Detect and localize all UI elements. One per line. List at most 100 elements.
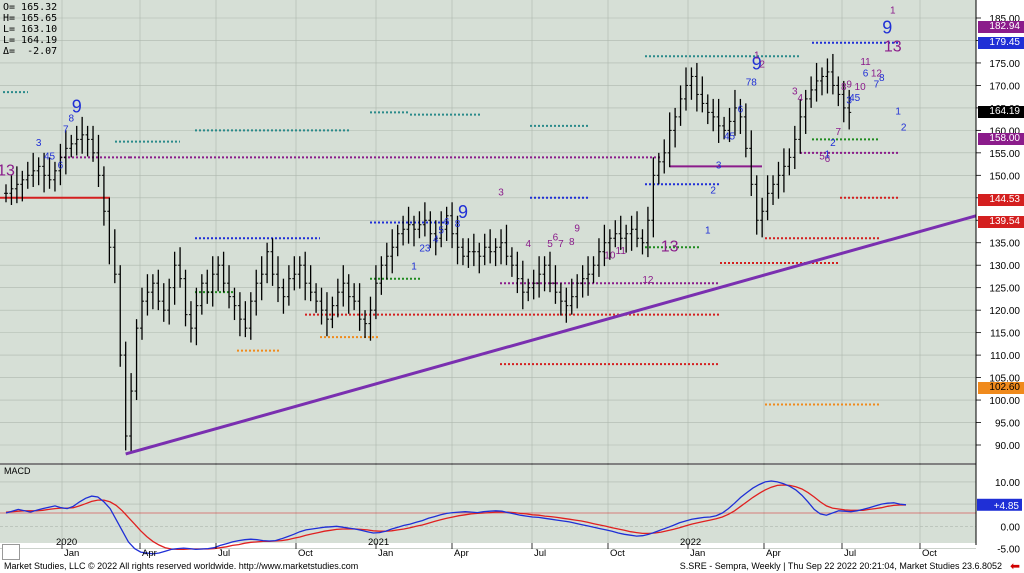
ohlc-readout: O= 165.32 H= 165.65 L= 163.10 L= 164.19 Δ= -… bbox=[3, 2, 57, 57]
sequential-count: 13 bbox=[661, 239, 679, 256]
sequential-count: 45 bbox=[724, 131, 736, 142]
x-tick-label: Apr bbox=[766, 548, 781, 559]
sequential-count: 11 bbox=[860, 57, 871, 68]
grid-lines bbox=[0, 0, 976, 543]
sequential-count: 3 bbox=[792, 86, 798, 97]
sequential-count: 8 bbox=[879, 73, 885, 84]
ohlc-last: L= 164.19 bbox=[3, 35, 58, 46]
sequential-count: 13 bbox=[884, 39, 902, 56]
y-tick-label: 125.00 bbox=[989, 284, 1020, 295]
sequential-count: 3 bbox=[36, 138, 42, 149]
y-tick-label: 135.00 bbox=[989, 239, 1020, 250]
x-tick-label: Jan bbox=[690, 548, 705, 559]
sequential-count: 9 bbox=[846, 80, 852, 91]
sequential-count: 12 bbox=[642, 275, 654, 286]
price-tag: 182.94 bbox=[978, 21, 1024, 34]
macd-value-text: +4.85 bbox=[994, 501, 1020, 512]
x-tick-label: Oct bbox=[298, 548, 313, 559]
macd-signal-line bbox=[5, 484, 906, 551]
sequential-count: 9 bbox=[72, 96, 82, 116]
sequential-count: 5 bbox=[819, 152, 825, 163]
y-tick-label: 115.00 bbox=[990, 329, 1020, 340]
macd-tick-label: 10.00 bbox=[995, 478, 1020, 489]
main-pane-bg bbox=[0, 0, 976, 463]
y-tick-label: 100.00 bbox=[989, 396, 1020, 407]
y-tick-label: 95.00 bbox=[995, 419, 1020, 430]
sequential-count: 3 bbox=[498, 188, 504, 199]
y-tick-label: 155.00 bbox=[989, 149, 1020, 160]
sequential-count: 7 bbox=[874, 80, 880, 91]
sequential-count: 1 bbox=[754, 50, 760, 61]
ohlc-delta: Δ= -2.07 bbox=[3, 46, 58, 57]
x-tick-label: Apr bbox=[454, 548, 469, 559]
price-tag: 139.54 bbox=[978, 216, 1024, 229]
ohlc-high: H= 165.65 bbox=[3, 13, 58, 24]
x-year-label: 2022 bbox=[680, 537, 701, 548]
axis-bg bbox=[976, 0, 1024, 545]
sequential-count: 1 bbox=[825, 149, 831, 160]
price-tag: 164.19 bbox=[978, 105, 1024, 118]
price-tag: 102.60 bbox=[978, 382, 1024, 395]
sequential-count: 9 bbox=[458, 202, 468, 222]
x-tick-label: Jul bbox=[844, 548, 856, 559]
sequential-count: 6 bbox=[738, 104, 744, 115]
sequential-count: 45 bbox=[44, 152, 56, 163]
sequential-count: 7 bbox=[836, 127, 842, 138]
sequential-count: 7 bbox=[63, 125, 69, 136]
sequential-count: 6 bbox=[444, 217, 450, 228]
sequential-count: 12 bbox=[871, 68, 883, 79]
sequential-count: 4 bbox=[433, 235, 439, 246]
macd-tick-label: -5.00 bbox=[997, 545, 1020, 556]
price-tag: 158.00 bbox=[978, 133, 1024, 146]
ohlc-low: L= 163.10 bbox=[3, 24, 58, 35]
x-tick-label: Jul bbox=[218, 548, 230, 559]
sequential-count: 2 bbox=[710, 185, 716, 196]
sequential-count: 78 bbox=[746, 77, 758, 88]
macd-tick-label: 0.00 bbox=[1001, 522, 1021, 533]
sequential-count: 4 bbox=[525, 239, 531, 250]
scroll-left-arrow-icon[interactable]: ⬅ bbox=[1009, 559, 1020, 573]
tdst-levels bbox=[0, 41, 900, 406]
sequential-count: 8 bbox=[68, 113, 74, 124]
x-year-label: 2021 bbox=[368, 537, 389, 548]
x-tick-label: Apr bbox=[142, 548, 157, 559]
price-tag: 144.53 bbox=[978, 193, 1024, 206]
macd-indicator: 10.005.000.00-5.00+4.85 bbox=[0, 478, 1022, 556]
y-tick-label: 150.00 bbox=[989, 171, 1020, 182]
sequential-count: 23 bbox=[419, 244, 431, 255]
x-year-label: 2020 bbox=[56, 537, 77, 548]
macd-value-tag bbox=[977, 498, 1022, 511]
macd-line bbox=[5, 480, 907, 555]
sequential-count: 1 bbox=[890, 6, 896, 17]
sequential-count: 9 bbox=[752, 54, 762, 74]
copyright-footer: Market Studies, LLC © 2022 All rights re… bbox=[4, 561, 359, 571]
sequential-count: 8 bbox=[455, 219, 461, 230]
y-tick-label: 120.00 bbox=[989, 306, 1020, 317]
y-tick-label: 110.00 bbox=[990, 351, 1020, 362]
sequential-count: 3 bbox=[846, 95, 852, 106]
time-axis-bg bbox=[0, 543, 976, 560]
sequential-count: 5 bbox=[547, 239, 553, 250]
symbol-info-footer: S.SRE - Sempra, Weekly | Thu Sep 22 2022… bbox=[679, 561, 1002, 571]
x-tick-label: Jul bbox=[534, 548, 546, 559]
corner-button[interactable] bbox=[2, 544, 20, 560]
sequential-count: 4 bbox=[797, 93, 803, 104]
y-tick-label: 170.00 bbox=[989, 81, 1020, 92]
sequential-count: 13 bbox=[0, 162, 15, 179]
sequential-count: 9 bbox=[882, 18, 892, 38]
sequential-count: 7 bbox=[558, 239, 564, 250]
trendline[interactable] bbox=[125, 214, 977, 456]
x-tick-label: Jan bbox=[64, 548, 79, 559]
sequential-count: 9 bbox=[574, 224, 580, 235]
y-tick-label: 130.00 bbox=[989, 261, 1020, 272]
macd-title: MACD bbox=[4, 466, 31, 476]
sequential-count: 1 bbox=[411, 262, 417, 273]
y-tick-label: 185.00 bbox=[989, 14, 1020, 25]
y-tick-label: 90.00 bbox=[995, 441, 1020, 452]
sequential-count: 6 bbox=[863, 68, 869, 79]
time-axis-labels: Jan Apr Jul Oct Jan Apr Jul Oct Jan Apr Jul Oct 2020… bbox=[56, 537, 937, 559]
sequential-count: 10 bbox=[604, 250, 616, 261]
sequential-count: 8 bbox=[841, 82, 847, 93]
